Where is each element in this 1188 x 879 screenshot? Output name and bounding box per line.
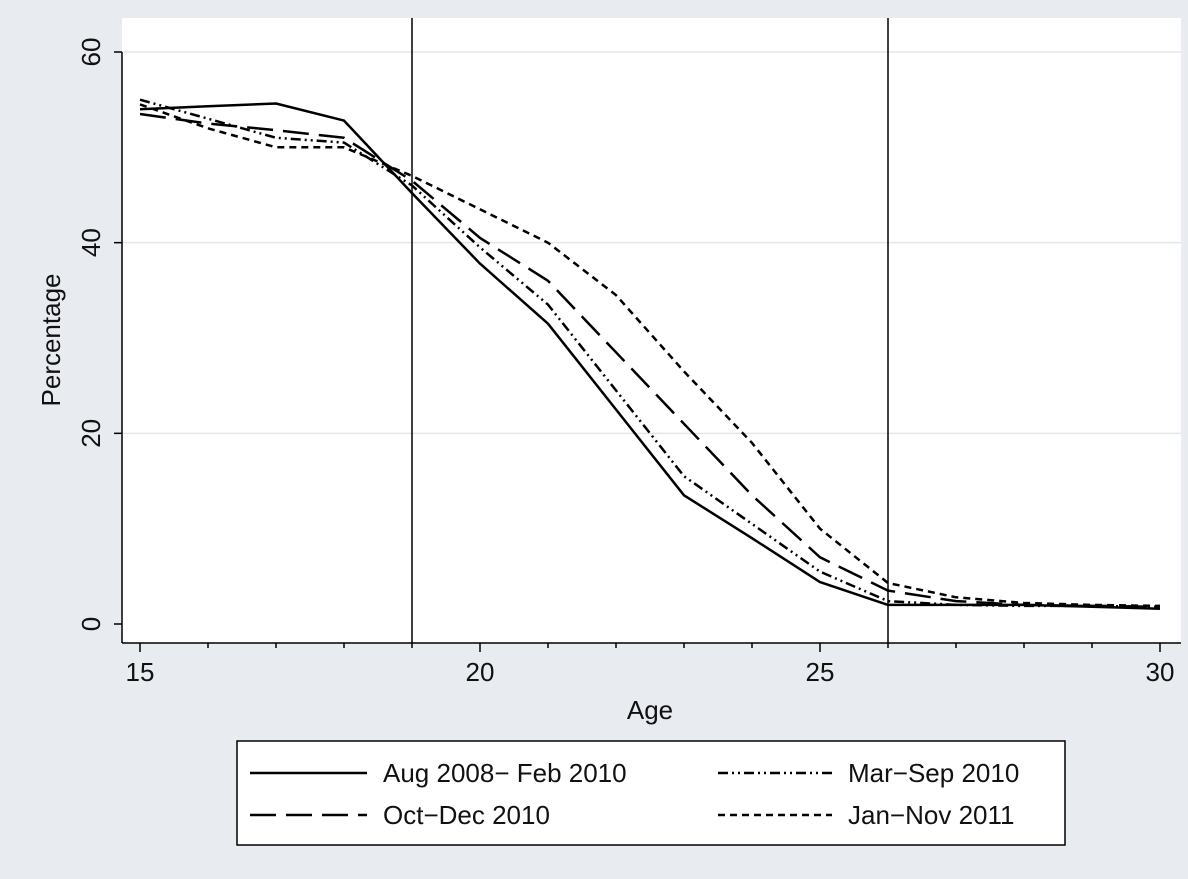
y-tick-label: 20	[76, 419, 106, 448]
plot-area	[122, 18, 1181, 643]
y-tick-label: 0	[76, 617, 106, 631]
reference-lines	[411, 18, 889, 643]
y-axis-title: Percentage	[36, 274, 66, 407]
legend-label: Oct−Dec 2010	[383, 800, 550, 830]
x-tick-label: 20	[466, 657, 495, 687]
legend-box	[236, 740, 1066, 846]
x-tick-label: 25	[806, 657, 835, 687]
axes	[121, 52, 1181, 644]
x-tick-label: 30	[1146, 657, 1175, 687]
legend-label: Aug 2008− Feb 2010	[383, 758, 627, 788]
y-axis-ticks: 0 20 40 60	[76, 38, 122, 631]
series-line	[139, 103, 1161, 608]
legend-label: Jan−Nov 2011	[848, 800, 1014, 830]
x-tick-label: 15	[126, 657, 155, 687]
x-axis-title: Age	[627, 695, 673, 725]
series-line	[139, 112, 1161, 609]
series-lines	[139, 98, 1161, 610]
legend: Aug 2008− Feb 2010 Mar−Sep 2010 Oct−Dec 20…	[236, 740, 1066, 846]
legend-label: Mar−Sep 2010	[848, 758, 1019, 788]
y-tick-label: 40	[76, 228, 106, 257]
y-tick-label: 60	[76, 38, 106, 67]
x-axis-ticks: 15 20 25 30	[126, 643, 1175, 687]
series-line	[139, 102, 1161, 610]
gridlines	[122, 51, 1181, 435]
